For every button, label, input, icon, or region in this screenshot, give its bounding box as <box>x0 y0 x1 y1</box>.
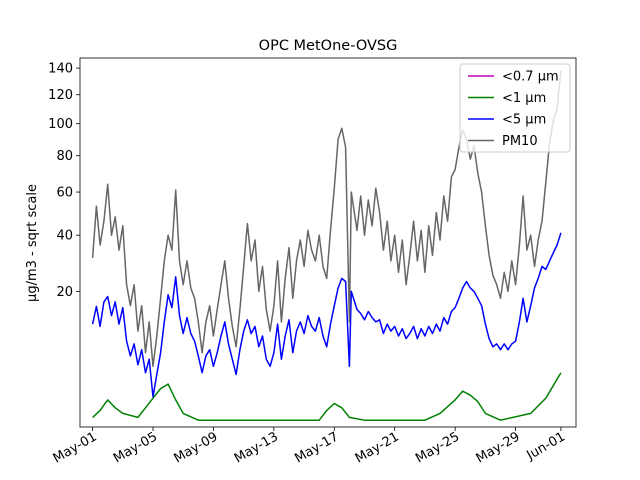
plot-frame <box>79 57 577 428</box>
x-tick-label: May-21 <box>353 429 402 466</box>
x-tick-label: May-09 <box>171 429 220 466</box>
chart-title: OPC MetOne-OVSG <box>259 38 398 54</box>
x-tick-label: May-05 <box>111 429 160 466</box>
y-tick-label: 80 <box>56 149 73 164</box>
legend-box <box>459 63 571 153</box>
legend: <0.7 µm <1 µm <5 µm PM10 <box>459 63 571 153</box>
x-axis-ticks: May-01 May-05 May-09 May-13 May-17 May-21 May-… <box>51 427 568 466</box>
y-tick-label: 20 <box>56 285 73 300</box>
x-tick-label: May-25 <box>413 429 462 466</box>
legend-label: <5 µm <box>502 113 546 128</box>
y-axis-ticks: 20 40 60 80 100 120 140 <box>48 62 80 300</box>
series-line-3 <box>91 232 562 398</box>
legend-label: <1 µm <box>502 91 546 106</box>
plot-area <box>91 70 562 421</box>
y-tick-label: 60 <box>56 186 73 201</box>
legend-label: PM10 <box>502 134 538 149</box>
y-axis-label: µg/m3 - sqrt scale <box>25 184 40 302</box>
series-line-2 <box>92 372 562 421</box>
y-tick-label: 120 <box>48 88 73 103</box>
legend-label: <0.7 µm <box>502 70 559 85</box>
x-tick-label: May-29 <box>474 429 523 466</box>
y-tick-label: 40 <box>56 229 73 244</box>
series-line-4 <box>91 70 562 368</box>
y-tick-label: 140 <box>48 62 73 77</box>
x-tick-label: May-17 <box>292 429 341 466</box>
x-tick-label: Jun-01 <box>524 429 568 463</box>
x-tick-label: May-13 <box>232 429 281 466</box>
y-tick-label: 100 <box>48 117 73 132</box>
x-tick-label: May-01 <box>51 429 100 466</box>
